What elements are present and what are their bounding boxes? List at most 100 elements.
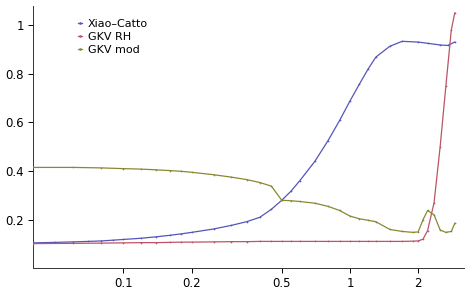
Line: Xiao–Catto: Xiao–Catto [31, 40, 456, 244]
GKV RH [139, 241, 144, 244]
Line: GKV RH: GKV RH [31, 11, 456, 245]
GKV mod [443, 231, 449, 234]
GKV mod [288, 199, 294, 202]
GKV RH [387, 240, 393, 243]
GKV RH [431, 201, 437, 205]
GKV mod [312, 201, 318, 205]
Xiao–Catto [229, 223, 235, 227]
GKV mod [437, 228, 443, 232]
GKV mod [279, 199, 285, 202]
Legend: Xiao–Catto, GKV RH, GKV mod: Xiao–Catto, GKV RH, GKV mod [78, 19, 148, 54]
GKV RH [420, 237, 426, 241]
GKV mod [244, 178, 250, 181]
Xiao–Catto [257, 215, 263, 219]
GKV mod [229, 175, 235, 179]
GKV mod [268, 184, 274, 188]
Xiao–Catto [452, 40, 458, 44]
GKV RH [99, 241, 104, 245]
GKV mod [139, 167, 144, 171]
GKV RH [244, 240, 250, 243]
GKV RH [443, 84, 449, 88]
GKV mod [425, 209, 431, 212]
Xiao–Catto [139, 237, 144, 240]
GKV RH [365, 240, 371, 243]
Xiao–Catto [445, 44, 451, 47]
GKV mod [257, 181, 263, 184]
GKV RH [257, 240, 263, 243]
GKV mod [99, 166, 104, 170]
Xiao–Catto [167, 234, 172, 237]
GKV RH [312, 240, 318, 243]
GKV mod [70, 166, 76, 169]
Xiao–Catto [357, 82, 362, 86]
GKV mod [211, 173, 216, 176]
GKV mod [189, 170, 195, 174]
Xiao–Catto [110, 238, 116, 242]
Xiao–Catto [99, 239, 104, 243]
GKV mod [448, 230, 454, 233]
GKV mod [154, 168, 159, 172]
GKV RH [448, 28, 454, 32]
Xiao–Catto [268, 207, 274, 211]
Xiao–Catto [189, 231, 195, 234]
GKV RH [279, 240, 285, 243]
GKV RH [437, 145, 443, 149]
GKV RH [229, 240, 235, 243]
Xiao–Catto [387, 44, 393, 48]
GKV mod [410, 231, 416, 234]
Xiao–Catto [31, 241, 36, 244]
GKV mod [337, 209, 343, 212]
Xiao–Catto [244, 220, 250, 223]
GKV mod [431, 213, 437, 217]
GKV mod [373, 220, 379, 223]
Xiao–Catto [425, 41, 431, 45]
GKV mod [357, 217, 362, 221]
Line: GKV mod: GKV mod [31, 166, 456, 234]
Xiao–Catto [288, 189, 294, 193]
Xiao–Catto [365, 67, 371, 71]
Xiao–Catto [86, 240, 91, 243]
GKV mod [415, 230, 421, 234]
GKV RH [121, 241, 126, 244]
GKV RH [410, 239, 416, 243]
Xiao–Catto [179, 232, 184, 236]
GKV mod [179, 170, 184, 173]
Xiao–Catto [400, 40, 405, 43]
GKV RH [167, 241, 172, 244]
GKV mod [347, 214, 353, 218]
GKV RH [347, 240, 353, 243]
GKV RH [31, 242, 36, 245]
GKV RH [425, 229, 431, 232]
GKV RH [179, 240, 184, 244]
GKV RH [189, 240, 195, 244]
Xiao–Catto [347, 99, 353, 103]
GKV mod [297, 200, 303, 203]
GKV RH [325, 240, 331, 243]
Xiao–Catto [52, 241, 58, 244]
GKV mod [400, 230, 405, 233]
GKV mod [452, 222, 458, 225]
GKV mod [167, 169, 172, 172]
GKV RH [211, 240, 216, 244]
Xiao–Catto [437, 43, 443, 47]
GKV RH [373, 240, 379, 243]
Xiao–Catto [121, 238, 126, 241]
GKV mod [31, 166, 36, 169]
GKV RH [154, 241, 159, 244]
Xiao–Catto [70, 240, 76, 244]
GKV mod [387, 228, 393, 231]
GKV mod [325, 205, 331, 208]
Xiao–Catto [337, 119, 343, 122]
Xiao–Catto [325, 139, 331, 142]
GKV mod [121, 167, 126, 170]
GKV RH [400, 240, 405, 243]
Xiao–Catto [154, 235, 159, 239]
GKV RH [452, 11, 458, 15]
Xiao–Catto [297, 179, 303, 183]
GKV mod [365, 218, 371, 222]
GKV RH [415, 239, 421, 243]
GKV RH [288, 240, 294, 243]
GKV RH [337, 240, 343, 243]
GKV RH [70, 242, 76, 245]
Xiao–Catto [279, 199, 285, 202]
